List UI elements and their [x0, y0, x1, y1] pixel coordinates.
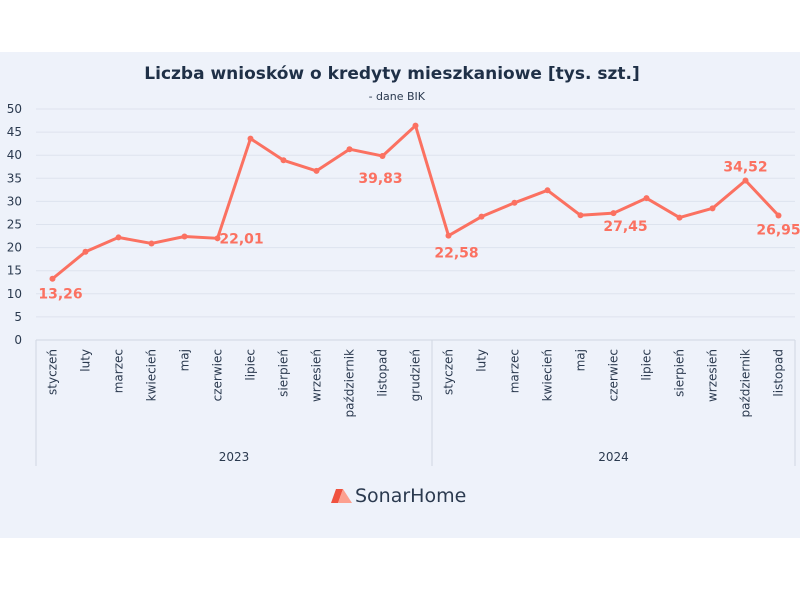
x-tick-label: sierpień [673, 349, 687, 397]
data-point [412, 122, 419, 129]
x-tick-label: styczeń [442, 349, 456, 395]
y-tick-label: 25 [7, 218, 22, 232]
data-label: 27,45 [603, 219, 647, 235]
data-label: 34,52 [723, 160, 767, 176]
logo-mark-icon [331, 489, 343, 503]
data-label: 39,83 [358, 171, 402, 187]
y-tick-label: 35 [7, 171, 22, 185]
data-point [247, 135, 254, 142]
logo-text: SonarHome [355, 485, 466, 507]
x-tick-label: grudzień [409, 349, 423, 401]
x-tick-label: maj [178, 349, 192, 371]
sonarhome-logo: SonarHome [331, 485, 466, 507]
data-point [214, 235, 221, 242]
y-tick-label: 40 [7, 148, 22, 162]
series-line [51, 124, 780, 280]
data-point [148, 240, 155, 247]
data-point [676, 214, 683, 221]
y-tick-label: 5 [14, 310, 22, 324]
x-tick-label: luty [475, 349, 489, 372]
data-label: 13,26 [38, 287, 82, 303]
x-tick-label: kwiecień [541, 349, 555, 401]
data-label: 22,01 [219, 231, 263, 247]
x-tick-label: listopad [376, 349, 390, 397]
logo-mark-accent [338, 489, 352, 503]
group-label: 2024 [598, 450, 629, 464]
x-tick-label: styczeń [46, 349, 60, 395]
x-tick-label: wrzesień [310, 349, 324, 402]
data-point [577, 212, 584, 219]
x-tick-label: październik [343, 349, 357, 418]
y-tick-label: 10 [7, 287, 22, 301]
data-point [313, 167, 320, 174]
x-tick-label: maj [574, 349, 588, 371]
data-point [610, 210, 617, 217]
x-tick-label: lipiec [244, 349, 258, 381]
x-tick-label: czerwiec [211, 349, 225, 401]
x-tick-label: wrzesień [706, 349, 720, 402]
chart-subtitle: - dane BIK [369, 90, 426, 103]
x-tick-label: luty [79, 349, 93, 372]
y-tick-label: 30 [7, 194, 22, 208]
data-point [775, 212, 782, 219]
x-tick-label: sierpień [277, 349, 291, 397]
chart-panel [0, 52, 800, 538]
data-label: 26,95 [756, 222, 800, 238]
data-point [115, 234, 122, 241]
x-tick-label: marzec [508, 349, 522, 393]
y-tick-label: 45 [7, 125, 22, 139]
group-label: 2023 [219, 450, 250, 464]
x-tick-label: październik [739, 349, 753, 418]
data-point [742, 177, 749, 184]
chart-title: Liczba wniosków o kredyty mieszkaniowe [… [144, 64, 639, 84]
data-point [280, 157, 287, 164]
data-point [49, 275, 56, 282]
data-point [445, 232, 452, 239]
data-point [643, 195, 650, 202]
x-tick-label: listopad [772, 349, 786, 397]
data-point [478, 213, 485, 220]
data-point [511, 199, 518, 206]
data-point [379, 152, 386, 159]
x-tick-label: lipiec [640, 349, 654, 381]
x-tick-label: kwiecień [145, 349, 159, 401]
data-point [709, 205, 716, 212]
x-tick-label: czerwiec [607, 349, 621, 401]
y-tick-label: 50 [7, 102, 22, 116]
y-tick-label: 0 [14, 333, 22, 347]
y-tick-label: 15 [7, 264, 22, 278]
data-point [346, 146, 353, 153]
x-tick-label: marzec [112, 349, 126, 393]
data-point [544, 187, 551, 194]
data-point [82, 248, 89, 255]
y-tick-label: 20 [7, 241, 22, 255]
data-point [181, 233, 188, 240]
data-label: 22,58 [434, 246, 478, 262]
